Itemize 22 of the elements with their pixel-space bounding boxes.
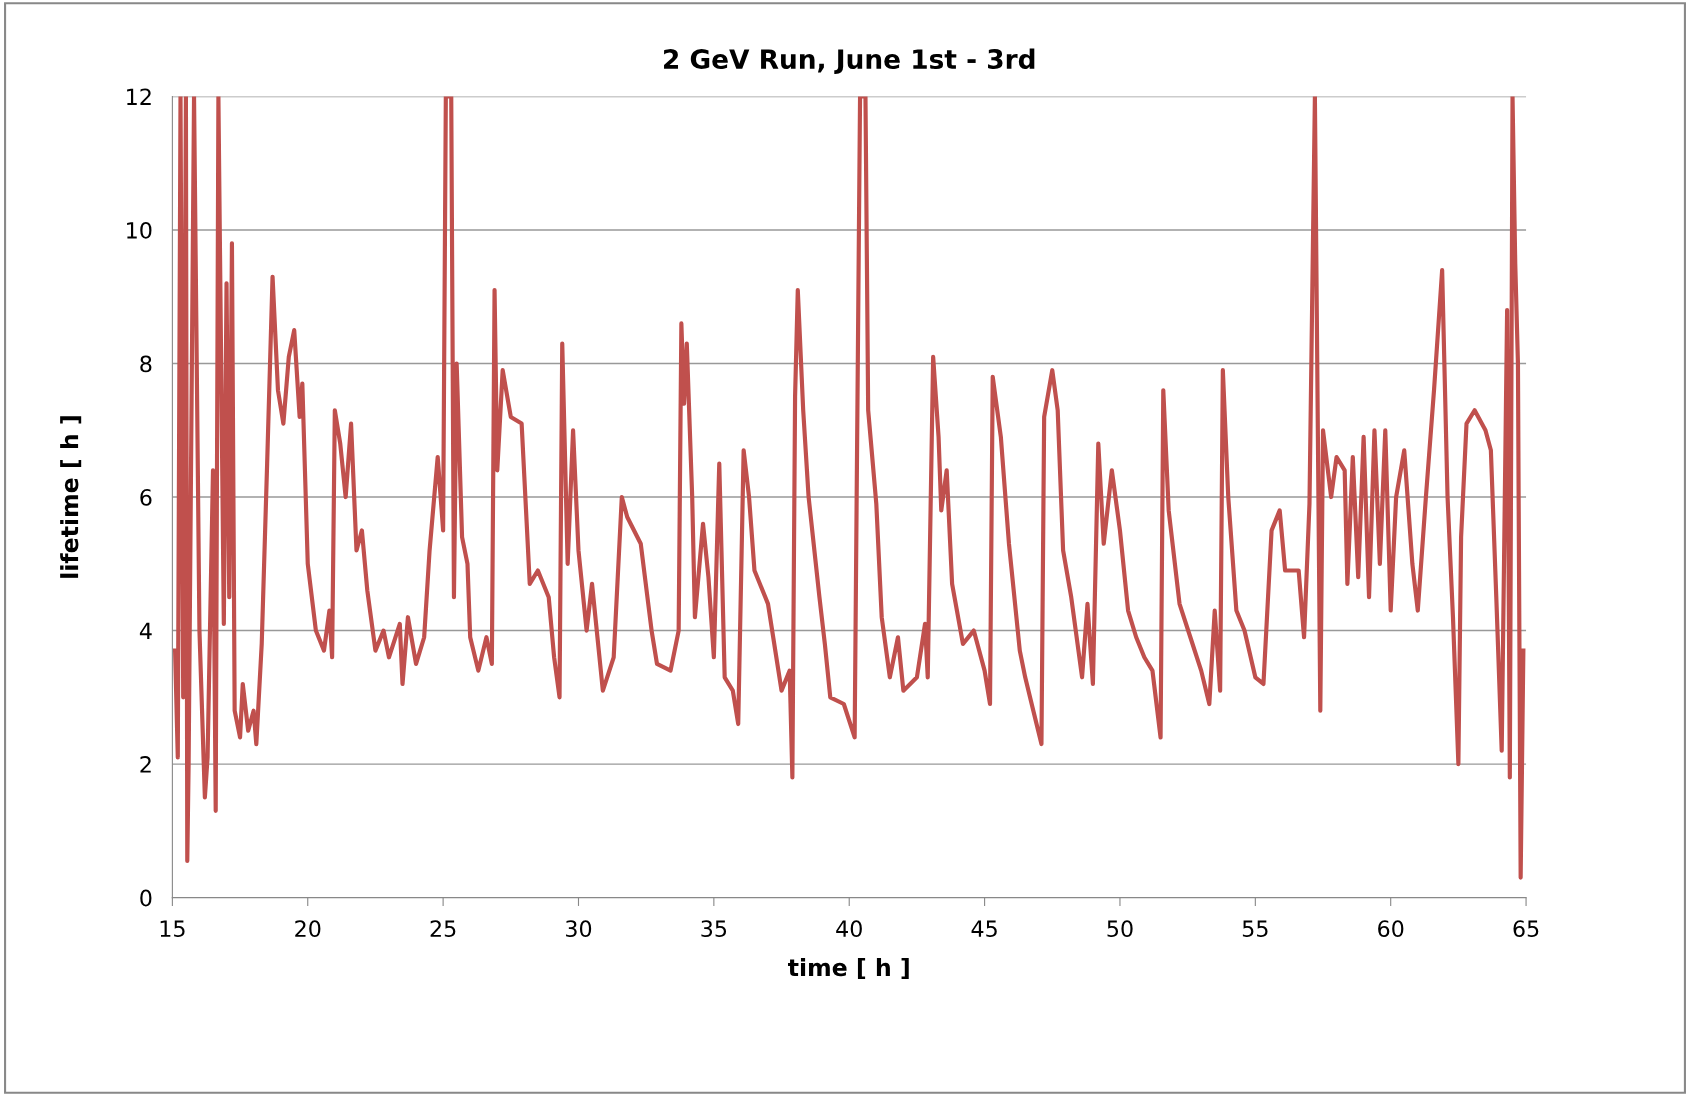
x-tick-label: 55 xyxy=(1242,920,1268,938)
y-tick-label: 0 xyxy=(140,889,152,907)
y-tick-label: 4 xyxy=(139,622,152,640)
y-tick-label: 8 xyxy=(140,355,152,373)
x-tick-label: 65 xyxy=(1513,920,1539,938)
line-series xyxy=(173,96,1526,880)
x-tick-label: 15 xyxy=(160,920,185,938)
chart-title: 2 GeV Run, June 1st - 3rd xyxy=(664,48,1035,74)
y-axis-title: lifetime [ h ] xyxy=(60,416,82,578)
x-tick-label: 60 xyxy=(1378,920,1404,938)
x-tick-label: 35 xyxy=(701,920,727,938)
y-tick-label: 10 xyxy=(127,221,152,239)
x-tick-label: 20 xyxy=(295,920,321,938)
y-tick-label: 6 xyxy=(140,488,152,506)
y-tick-label: 12 xyxy=(127,88,151,105)
x-tick-label: 45 xyxy=(971,920,997,938)
x-tick-label: 40 xyxy=(836,920,862,938)
y-tick-label: 2 xyxy=(140,756,151,773)
x-axis-title: time [ h ] xyxy=(788,958,909,980)
x-tick-label: 25 xyxy=(430,920,456,938)
x-tick-label: 30 xyxy=(566,920,592,938)
x-tick-label: 50 xyxy=(1107,920,1133,938)
